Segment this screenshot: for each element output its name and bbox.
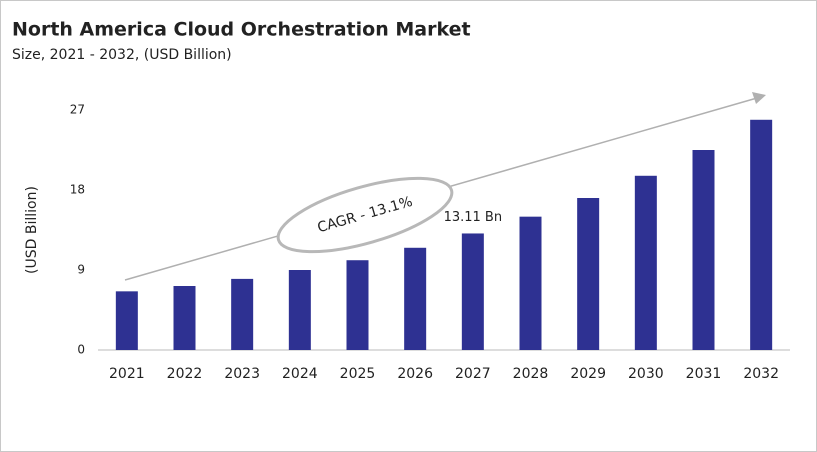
x-tick-label: 2024 <box>282 366 318 382</box>
chart-title: North America Cloud Orchestration Market <box>12 19 471 41</box>
bar <box>288 270 311 350</box>
bar <box>346 260 369 350</box>
x-tick-label: 2032 <box>743 366 779 382</box>
bar <box>577 198 600 350</box>
y-axis-label: (USD Billion) <box>24 186 40 274</box>
x-tick-label: 2027 <box>455 366 491 382</box>
x-tick-label: 2021 <box>109 366 145 382</box>
x-tick-label: 2029 <box>570 366 606 382</box>
bar <box>692 150 715 350</box>
bar <box>519 216 542 350</box>
arrow-head <box>752 92 766 104</box>
y-tick-label: 9 <box>77 263 85 277</box>
x-tick-label: 2023 <box>224 366 260 382</box>
x-tick-label: 2025 <box>340 366 376 382</box>
x-tick-label: 2030 <box>628 366 664 382</box>
x-tick-label: 2028 <box>513 366 549 382</box>
bar <box>231 278 254 350</box>
y-tick-label: 0 <box>77 343 85 357</box>
x-tick-label: 2022 <box>167 366 203 382</box>
bar <box>634 175 657 350</box>
bar <box>461 233 484 350</box>
y-tick-label: 27 <box>70 103 85 117</box>
y-tick-label: 18 <box>70 183 85 197</box>
x-tick-label: 2026 <box>397 366 433 382</box>
bar <box>115 291 138 350</box>
chart-subtitle: Size, 2021 - 2032, (USD Billion) <box>12 47 232 63</box>
value-label: 13.11 Bn <box>444 210 503 225</box>
bar <box>750 119 773 351</box>
x-tick-label: 2031 <box>686 366 722 382</box>
cagr-ellipse <box>276 176 454 254</box>
bar <box>404 247 427 350</box>
bar <box>173 286 196 350</box>
